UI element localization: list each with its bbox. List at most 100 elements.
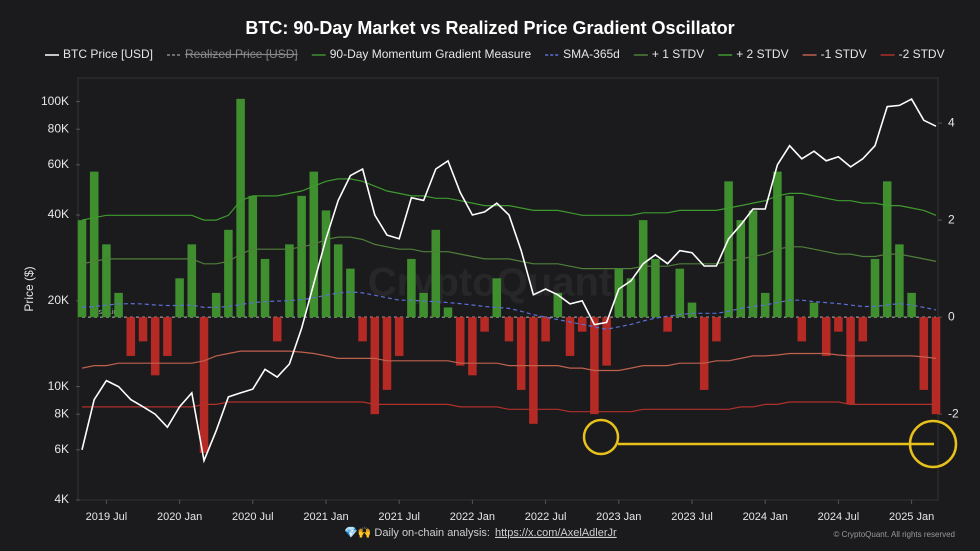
legend-label[interactable]: 90-Day Momentum Gradient Measure [330,47,532,61]
momentum-bar [114,292,123,318]
legend-label[interactable]: SMA-365d [563,47,620,61]
momentum-bar [187,244,197,318]
momentum-bar [77,220,87,318]
momentum-bar [651,258,660,318]
y-tick-label: 60K [48,157,69,171]
legend-label[interactable]: + 1 STDV [652,47,704,61]
momentum-bar [736,220,746,318]
momentum-bar [370,317,380,415]
legend-label[interactable]: -1 STDV [821,47,867,61]
legend-label[interactable]: -2 STDV [899,47,945,61]
momentum-bar [931,317,941,415]
momentum-bar [443,307,453,318]
momentum-bar [675,268,685,318]
momentum-bar [382,317,392,390]
legend-label[interactable]: BTC Price [USD] [63,47,153,61]
y2-tick-label: 2 [948,212,955,226]
momentum-bar [821,317,831,356]
momentum-bar [907,292,916,318]
momentum-bar [346,268,355,318]
annotation [582,418,958,469]
series-line [81,178,937,221]
momentum-bar [504,317,514,342]
momentum-bar [870,258,880,318]
momentum-bar [687,302,697,318]
series-line [82,401,936,413]
momentum-bar [150,317,160,376]
momentum-bar [248,195,258,318]
momentum-bar [858,317,868,342]
chart-title: BTC: 90-Day Market vs Realized Price Gra… [245,18,734,38]
momentum-bar [272,317,282,342]
momentum-bar [614,268,624,318]
x-tick-label: 2023 Jul [671,511,713,523]
y-tick-label: 20K [48,293,69,307]
momentum-bar [455,317,465,366]
momentum-bar [394,317,404,356]
annotation-circle [908,419,958,469]
y-axis-label: Price ($) [22,266,36,311]
y2-tick-label: -2 [948,406,959,420]
momentum-bar [163,317,172,356]
annotation-circle [582,418,620,456]
x-tick-label: 2020 Jan [157,511,202,523]
series-line [81,236,937,270]
x-tick-label: 2021 Jan [303,511,348,523]
momentum-bar [224,229,233,318]
momentum-bar [199,317,209,453]
y-tick-label: 4K [54,492,69,506]
momentum-bar [333,244,343,318]
x-tick-label: 2024 Jul [818,511,860,523]
y-tick-label: 40K [48,207,69,221]
momentum-bar [236,98,245,318]
momentum-bar [516,317,526,390]
x-tick-label: 2021 Jul [378,511,420,523]
momentum-bar [724,181,733,318]
momentum-bar [468,317,477,376]
legend-label[interactable]: + 2 STDV [736,47,788,61]
footer-link[interactable]: https://x.com/AxelAdlerJr [495,527,617,539]
momentum-bar [895,244,904,318]
series-line [81,98,937,464]
momentum-bar [553,292,563,318]
momentum-bar [590,317,599,415]
momentum-bar [321,210,331,318]
momentum-bar [773,171,782,318]
momentum-bar [138,317,148,342]
momentum-bar [785,195,794,318]
momentum-bar [748,210,758,318]
momentum-bar [846,317,855,405]
momentum-bar [602,317,611,366]
x-tick-label: 2024 Jan [743,511,788,523]
legend-label[interactable]: Realized Price [USD] [185,47,298,61]
x-tick-label: 2022 Jul [525,511,567,523]
momentum-bar [663,317,672,332]
momentum-bar [712,317,721,342]
momentum-bar [760,292,770,318]
momentum-bar [407,258,416,318]
momentum-bar [480,317,489,332]
momentum-bar [419,292,428,318]
momentum-bar [285,244,294,318]
y2-tick-label: 0 [948,309,955,323]
footer-text: 💎🙌 Daily on-chain analysis: [344,526,490,539]
y-tick-label: 100K [41,94,69,108]
momentum-bar [358,317,367,342]
y-tick-label: 80K [48,121,69,135]
momentum-bar [431,229,441,318]
momentum-bar [529,317,538,424]
y2-tick-label: 4 [948,115,955,129]
momentum-bar [541,317,550,342]
momentum-bar [699,317,709,390]
plot-area: 4K 6K 8K 10K 20K 40K 60K 80K 100K -2 0 2 4 2019 Jul 20… [41,94,959,523]
momentum-bar [211,292,221,318]
x-tick-label: 2023 Jan [596,511,641,523]
momentum-bar [297,195,306,318]
momentum-bar [175,278,184,318]
momentum-bar [638,220,648,318]
momentum-bar [89,171,99,318]
momentum-bar [565,317,575,356]
y-tick-label: 6K [54,442,69,456]
